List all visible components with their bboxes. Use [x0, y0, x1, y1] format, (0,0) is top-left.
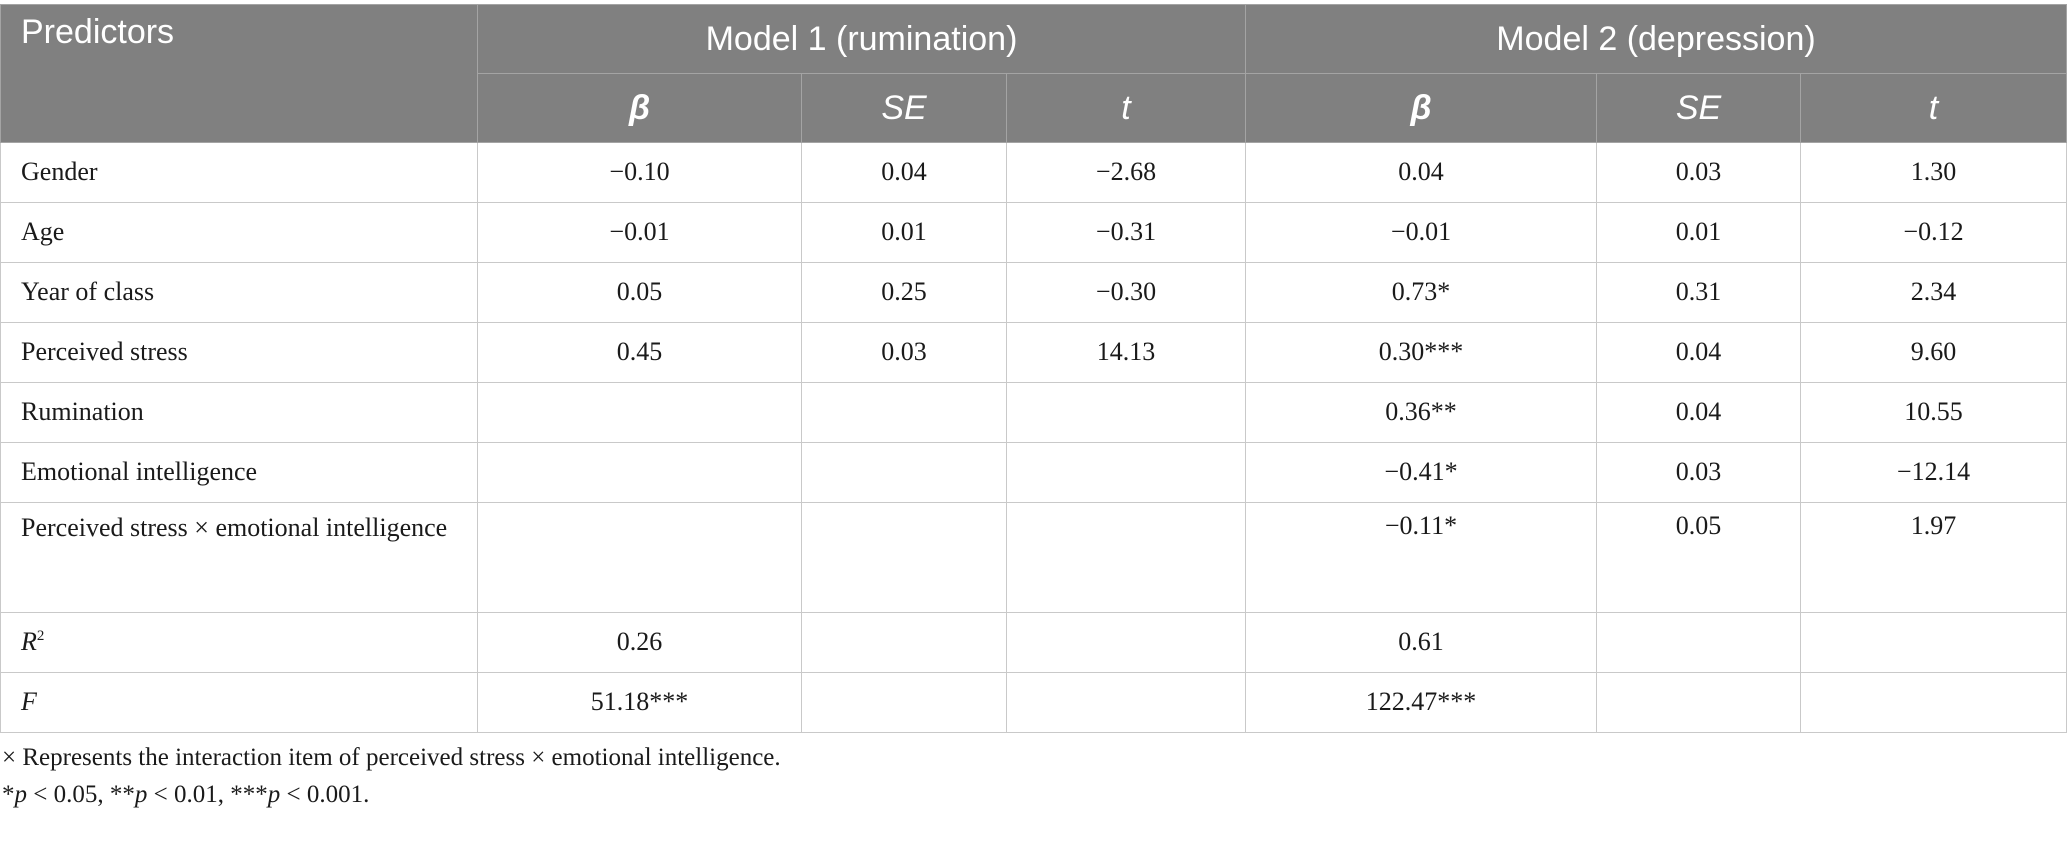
row-label: Perceived stress × emotional intelligenc… — [0, 502, 478, 613]
m2-se-cell: 0.05 — [1596, 502, 1801, 613]
regression-table: Predictors Model 1 (rumination) Model 2 … — [0, 4, 2067, 733]
m2-t-cell: 9.60 — [1800, 322, 2067, 383]
m2-beta-cell: −0.41* — [1245, 442, 1597, 503]
m1-t-cell: −2.68 — [1006, 142, 1246, 203]
table-header: Predictors Model 1 (rumination) Model 2 … — [0, 4, 2067, 143]
table-footnotes: × Represents the interaction item of per… — [2, 739, 2067, 813]
row-label: Year of class — [0, 262, 478, 323]
r2-label-main: R — [21, 627, 37, 656]
sig-p: p — [267, 781, 281, 808]
m1-beta-cell: 0.45 — [477, 322, 802, 383]
footnote-interaction: × Represents the interaction item of per… — [2, 744, 781, 771]
footnote-significance: *p < 0.05, **p < 0.01, ***p < 0.001. — [2, 776, 2067, 813]
m1-se-cell: 0.01 — [801, 202, 1007, 263]
m2-se-cell: 0.04 — [1596, 322, 1801, 383]
m2-se-cell: 0.03 — [1596, 142, 1801, 203]
table-row: Emotional intelligence −0.41* 0.03 −12.1… — [0, 442, 2067, 503]
row-label: Rumination — [0, 382, 478, 443]
sig-p: p — [134, 781, 148, 808]
header-predictors: Predictors — [0, 4, 478, 143]
m1-t-cell: −0.30 — [1006, 262, 1246, 323]
m1-beta-cell: −0.01 — [477, 202, 802, 263]
regression-table-container: Predictors Model 1 (rumination) Model 2 … — [0, 4, 2067, 813]
m1-t-cell: 14.13 — [1006, 322, 1246, 383]
m2-se-cell: 0.31 — [1596, 262, 1801, 323]
m1-t-cell — [1006, 382, 1246, 443]
header-m2-t: t — [1800, 73, 2067, 143]
table-row: Year of class 0.05 0.25 −0.30 0.73* 0.31… — [0, 262, 2067, 323]
header-model1: Model 1 (rumination) — [477, 4, 1246, 74]
m1-t-cell: −0.31 — [1006, 202, 1246, 263]
m1-r2-cell: 0.26 — [477, 612, 802, 673]
table-row-r2: R2 0.26 0.61 — [0, 612, 2067, 673]
m1-beta-cell — [477, 382, 802, 443]
empty-cell — [801, 672, 1007, 733]
m2-beta-cell: 0.36** — [1245, 382, 1597, 443]
m2-f-cell: 122.47*** — [1245, 672, 1597, 733]
empty-cell — [1800, 612, 2067, 673]
m2-t-cell: 1.30 — [1800, 142, 2067, 203]
m2-se-cell: 0.03 — [1596, 442, 1801, 503]
m1-se-cell: 0.04 — [801, 142, 1007, 203]
r2-label: R2 — [0, 612, 478, 673]
m1-se-cell — [801, 382, 1007, 443]
m1-beta-cell: −0.10 — [477, 142, 802, 203]
m1-t-cell — [1006, 502, 1246, 613]
empty-cell — [1006, 612, 1246, 673]
sig-text-1: < 0.05, ** — [27, 781, 135, 808]
empty-cell — [1596, 612, 1801, 673]
sig-text-3: < 0.001. — [280, 781, 370, 808]
m2-t-cell: −0.12 — [1800, 202, 2067, 263]
sig-p: p — [14, 781, 28, 808]
m1-t-cell — [1006, 442, 1246, 503]
empty-cell — [1006, 672, 1246, 733]
table-row: Age −0.01 0.01 −0.31 −0.01 0.01 −0.12 — [0, 202, 2067, 263]
sig-text-2: < 0.01, *** — [147, 781, 268, 808]
m2-r2-cell: 0.61 — [1245, 612, 1597, 673]
header-model2: Model 2 (depression) — [1245, 4, 2067, 74]
empty-cell — [1800, 672, 2067, 733]
table-row: Perceived stress × emotional intelligenc… — [0, 502, 2067, 613]
empty-cell — [1596, 672, 1801, 733]
m1-f-cell: 51.18*** — [477, 672, 802, 733]
m2-t-cell: 2.34 — [1800, 262, 2067, 323]
header-m2-se: SE — [1596, 73, 1801, 143]
r2-label-sup: 2 — [36, 628, 45, 644]
m1-beta-cell: 0.05 — [477, 262, 802, 323]
table-body: Gender −0.10 0.04 −2.68 0.04 0.03 1.30 A… — [0, 142, 2067, 733]
row-label: Emotional intelligence — [0, 442, 478, 503]
m1-se-cell: 0.25 — [801, 262, 1007, 323]
m2-t-cell: 10.55 — [1800, 382, 2067, 443]
header-m1-t: t — [1006, 73, 1246, 143]
table-row: Perceived stress 0.45 0.03 14.13 0.30***… — [0, 322, 2067, 383]
row-label: Age — [0, 202, 478, 263]
m2-beta-cell: 0.30*** — [1245, 322, 1597, 383]
table-row: Gender −0.10 0.04 −2.68 0.04 0.03 1.30 — [0, 142, 2067, 203]
sig-star: * — [2, 781, 15, 808]
header-m1-se: SE — [801, 73, 1007, 143]
m1-se-cell — [801, 502, 1007, 613]
f-label: F — [0, 672, 478, 733]
m2-t-cell: −12.14 — [1800, 442, 2067, 503]
m1-beta-cell — [477, 502, 802, 613]
m1-se-cell: 0.03 — [801, 322, 1007, 383]
m2-beta-cell: −0.11* — [1245, 502, 1597, 613]
row-label: Gender — [0, 142, 478, 203]
empty-cell — [801, 612, 1007, 673]
row-label: Perceived stress — [0, 322, 478, 383]
m2-se-cell: 0.01 — [1596, 202, 1801, 263]
m2-beta-cell: −0.01 — [1245, 202, 1597, 263]
m2-t-cell: 1.97 — [1800, 502, 2067, 613]
m2-beta-cell: 0.04 — [1245, 142, 1597, 203]
m1-beta-cell — [477, 442, 802, 503]
header-m1-beta: β — [477, 73, 802, 143]
table-row-f: F 51.18*** 122.47*** — [0, 672, 2067, 733]
table-row: Rumination 0.36** 0.04 10.55 — [0, 382, 2067, 443]
m2-se-cell: 0.04 — [1596, 382, 1801, 443]
m1-se-cell — [801, 442, 1007, 503]
m2-beta-cell: 0.73* — [1245, 262, 1597, 323]
header-m2-beta: β — [1245, 73, 1597, 143]
